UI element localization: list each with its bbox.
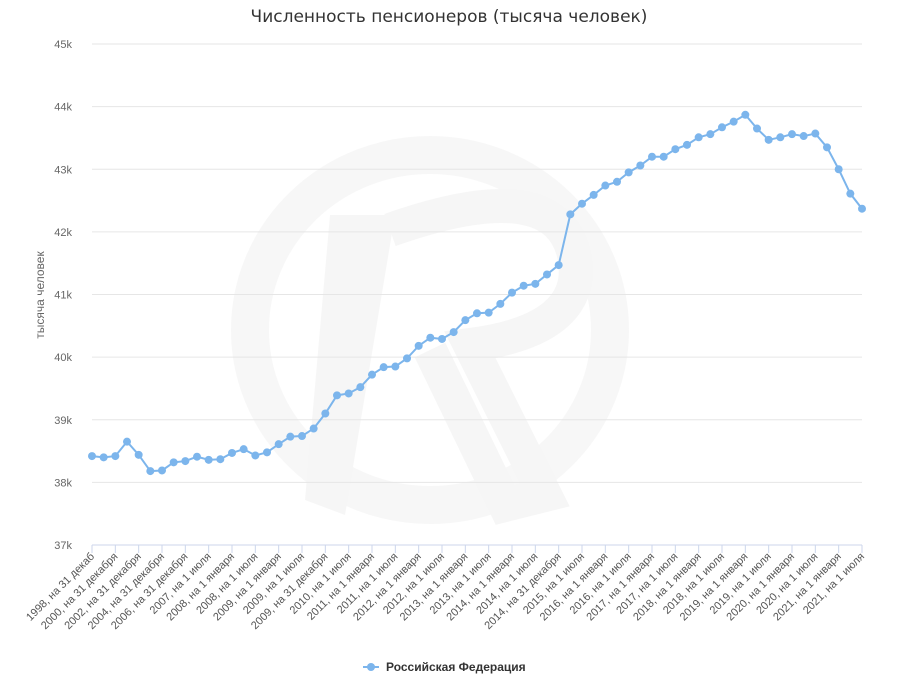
- data-point[interactable]: [403, 354, 411, 363]
- y-grid: [92, 43, 862, 483]
- data-point[interactable]: [741, 110, 750, 119]
- data-point[interactable]: [88, 452, 96, 461]
- data-point[interactable]: [473, 309, 481, 318]
- data-point[interactable]: [764, 135, 773, 144]
- data-point[interactable]: [263, 448, 271, 457]
- data-point[interactable]: [671, 145, 680, 154]
- data-point[interactable]: [286, 432, 295, 441]
- data-point[interactable]: [601, 181, 610, 190]
- data-point[interactable]: [158, 466, 166, 475]
- y-tick-label: 39k: [54, 415, 72, 427]
- data-point[interactable]: [811, 129, 820, 138]
- data-point[interactable]: [449, 328, 458, 337]
- data-point[interactable]: [99, 453, 108, 462]
- data-point[interactable]: [309, 424, 318, 433]
- data-point[interactable]: [274, 440, 283, 449]
- data-point[interactable]: [531, 279, 540, 288]
- data-point[interactable]: [694, 133, 703, 142]
- data-point[interactable]: [146, 467, 155, 476]
- series-points: [88, 110, 866, 476]
- legend-label: Российская Федерация: [386, 660, 526, 674]
- data-point[interactable]: [344, 389, 353, 398]
- data-point[interactable]: [543, 270, 551, 279]
- y-tick-label: 43k: [54, 164, 72, 176]
- data-point[interactable]: [589, 190, 598, 199]
- data-point[interactable]: [204, 455, 213, 464]
- data-point[interactable]: [426, 333, 435, 342]
- data-point[interactable]: [368, 370, 376, 379]
- y-tick-label: 38k: [54, 477, 72, 489]
- data-point[interactable]: [461, 316, 470, 325]
- data-point[interactable]: [333, 391, 341, 400]
- data-point[interactable]: [683, 140, 691, 149]
- data-point[interactable]: [753, 124, 761, 133]
- data-point[interactable]: [216, 455, 225, 464]
- data-point[interactable]: [123, 437, 131, 446]
- data-point[interactable]: [193, 452, 201, 461]
- data-point[interactable]: [414, 341, 423, 350]
- chart-title: Численность пенсионеров (тысяча человек): [251, 7, 648, 27]
- data-point[interactable]: [251, 451, 260, 460]
- data-point[interactable]: [823, 143, 831, 152]
- data-point[interactable]: [788, 130, 796, 139]
- data-point[interactable]: [321, 409, 330, 418]
- data-point[interactable]: [181, 457, 190, 466]
- data-point[interactable]: [636, 161, 645, 170]
- data-point[interactable]: [776, 133, 785, 142]
- y-tick-label: 42k: [54, 227, 72, 239]
- data-point[interactable]: [298, 432, 306, 441]
- data-point[interactable]: [729, 117, 738, 126]
- data-point[interactable]: [134, 450, 143, 459]
- data-point[interactable]: [613, 177, 621, 186]
- data-point[interactable]: [718, 123, 726, 132]
- data-point[interactable]: [391, 362, 400, 371]
- y-tick-label: 41k: [54, 290, 72, 302]
- data-point[interactable]: [228, 448, 236, 457]
- data-point[interactable]: [438, 334, 446, 343]
- watermark-logo: [231, 136, 629, 525]
- y-tick-label: 37k: [54, 540, 72, 552]
- data-point[interactable]: [554, 261, 563, 270]
- data-point[interactable]: [239, 445, 248, 454]
- data-point[interactable]: [834, 165, 843, 174]
- y-axis-ticks: 37k 38k 39k 40k 41k 42k 43k 44k 45k: [54, 39, 72, 552]
- data-point[interactable]: [648, 152, 656, 161]
- data-point[interactable]: [508, 288, 516, 297]
- y-tick-label: 45k: [54, 39, 72, 51]
- data-point[interactable]: [799, 132, 808, 141]
- data-point[interactable]: [706, 130, 715, 139]
- data-point[interactable]: [484, 308, 493, 317]
- legend-point-marker: [367, 663, 375, 671]
- data-point[interactable]: [379, 363, 388, 372]
- data-point[interactable]: [496, 299, 505, 308]
- y-tick-label: 44k: [54, 102, 72, 114]
- data-point[interactable]: [659, 152, 668, 161]
- data-point[interactable]: [846, 189, 855, 198]
- y-tick-label: 40k: [54, 352, 72, 364]
- data-point[interactable]: [858, 204, 866, 213]
- data-point[interactable]: [566, 210, 575, 219]
- data-point[interactable]: [356, 383, 365, 392]
- legend[interactable]: Российская Федерация: [363, 660, 526, 674]
- y-axis-label: тысяча человек: [33, 251, 47, 339]
- data-point[interactable]: [578, 199, 586, 208]
- data-point[interactable]: [169, 458, 178, 467]
- data-point[interactable]: [519, 281, 528, 290]
- data-point[interactable]: [111, 452, 120, 461]
- data-point[interactable]: [624, 168, 633, 177]
